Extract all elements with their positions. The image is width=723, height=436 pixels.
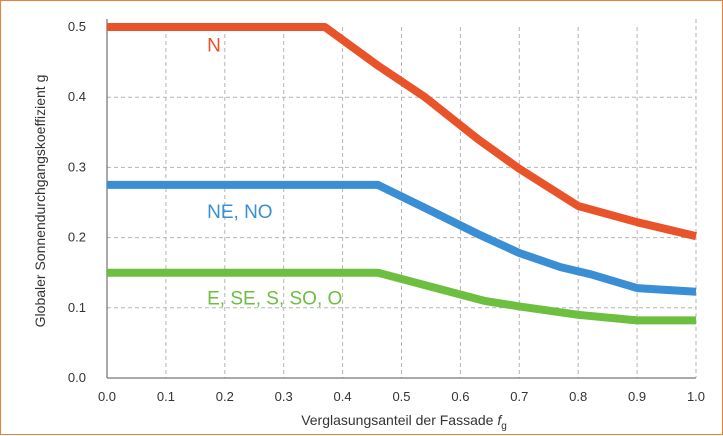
series-labels: N NE, NO E, SE, S, SO, O	[207, 36, 342, 310]
x-axis-label: Verglasungsanteil der Fassade fg	[301, 412, 507, 432]
y-tick-label: 0.5	[68, 19, 86, 34]
x-tick-label: 0.3	[275, 389, 293, 404]
x-tick-label: 0.2	[216, 389, 234, 404]
series-label-0: N	[207, 36, 221, 57]
x-tick-label: 0.5	[392, 389, 410, 404]
x-tick-label: 0.6	[451, 389, 469, 404]
y-tick-label: 0.2	[68, 230, 86, 245]
x-tick-label: 0.9	[628, 389, 646, 404]
series-lines	[107, 23, 697, 325]
x-tick-label: 0.4	[334, 389, 352, 404]
y-tick-label: 0.4	[68, 89, 86, 104]
x-tick-labels: 0.0 0.1 0.2 0.3 0.4 0.5 0.6 0.7 0.8 0.9 1.0	[98, 389, 705, 404]
x-tick-label: 0.7	[510, 389, 528, 404]
y-axis-label: Globaler Sonnendurchgangskoeffizient g	[32, 75, 48, 328]
x-tick-label: 1.0	[687, 389, 705, 404]
series-line-0	[107, 23, 697, 241]
series-line-1	[107, 180, 697, 296]
y-tick-labels: 0.0 0.1 0.2 0.3 0.4 0.5	[68, 19, 86, 385]
y-tick-label: 0.1	[68, 300, 86, 315]
x-tick-label: 0.8	[569, 389, 587, 404]
x-tick-label: 0.1	[157, 389, 175, 404]
series-label-2: E, SE, S, SO, O	[207, 288, 342, 309]
series-line-2	[107, 268, 696, 325]
series-label-1: NE, NO	[207, 202, 272, 223]
y-tick-label: 0.0	[68, 370, 86, 385]
y-tick-label: 0.3	[68, 159, 86, 174]
axes	[106, 19, 697, 379]
x-tick-label: 0.0	[98, 389, 116, 404]
